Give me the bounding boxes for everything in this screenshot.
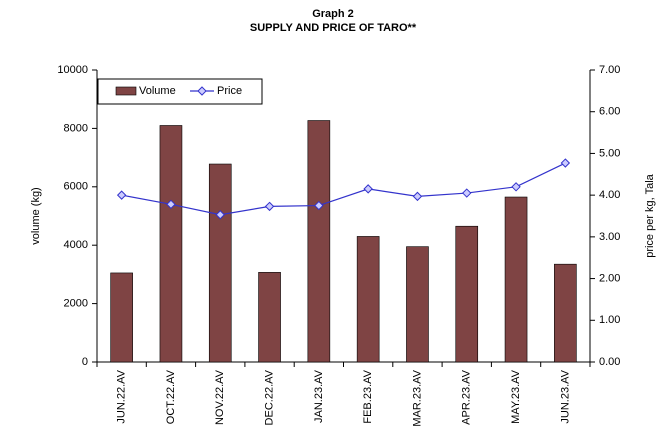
x-tick-label: MAY.23.AV [510,369,522,423]
y2-tick-label: 4.00 [599,189,620,201]
y-tick-label: 0 [82,356,88,368]
x-tick-label: OCT.22.AV [165,369,177,424]
legend-swatch [115,86,137,96]
x-tick-label: MAR.23.AV [411,369,423,426]
bar [208,163,232,363]
y2-tick-label: 7.00 [599,64,620,76]
y2-tick-label: 0.00 [599,356,620,368]
x-tick-label: DEC.22.AV [263,369,275,425]
y-tick-label: 6000 [64,181,88,193]
x-tick-label: FEB.23.AV [362,369,374,423]
price-marker [264,201,275,212]
price-marker [166,199,176,210]
y2-tick-label: 1.00 [599,314,620,326]
y2-axis-label: price per kg, Tala [644,173,656,257]
y-tick-label: 2000 [64,298,88,310]
x-tick-label: APR.23.AV [461,369,473,424]
y2-tick-label: 5.00 [599,147,620,159]
bar [455,225,479,363]
price-marker [215,210,225,220]
x-tick-label: JUN.22.AV [116,369,128,423]
bar [258,272,281,363]
price-line [121,162,566,216]
price-marker [363,184,373,194]
bar [406,246,429,363]
y-tick-label: 8000 [64,122,88,134]
price-marker [560,158,571,168]
legend-label: Price [217,85,242,97]
bar [159,125,183,363]
x-tick-label: JUN.23.AV [559,369,571,423]
y2-tick-label: 2.00 [599,272,620,284]
y-tick-label: 4000 [64,239,88,251]
y-axis-label: volume (kg) [30,187,42,244]
y2-tick-label: 3.00 [599,231,620,243]
bar [356,236,380,363]
y2-tick-label: 6.00 [599,106,620,118]
chart-subtitle: SUPPLY AND PRICE OF TARO** [250,22,417,34]
bar [554,263,577,363]
bar [110,272,133,363]
x-tick-label: NOV.22.AV [214,369,226,425]
price-marker [511,182,521,192]
x-tick-label: JAN.23.AV [313,369,325,423]
price-marker [462,188,472,198]
price-marker [116,190,127,200]
legend-label: Volume [139,85,176,97]
bar [307,120,331,363]
y-tick-label: 10000 [57,64,88,76]
legend-marker [197,86,207,96]
chart-title: Graph 2 [312,8,354,20]
bar [504,196,528,363]
price-marker [314,200,324,211]
price-marker [412,191,423,202]
